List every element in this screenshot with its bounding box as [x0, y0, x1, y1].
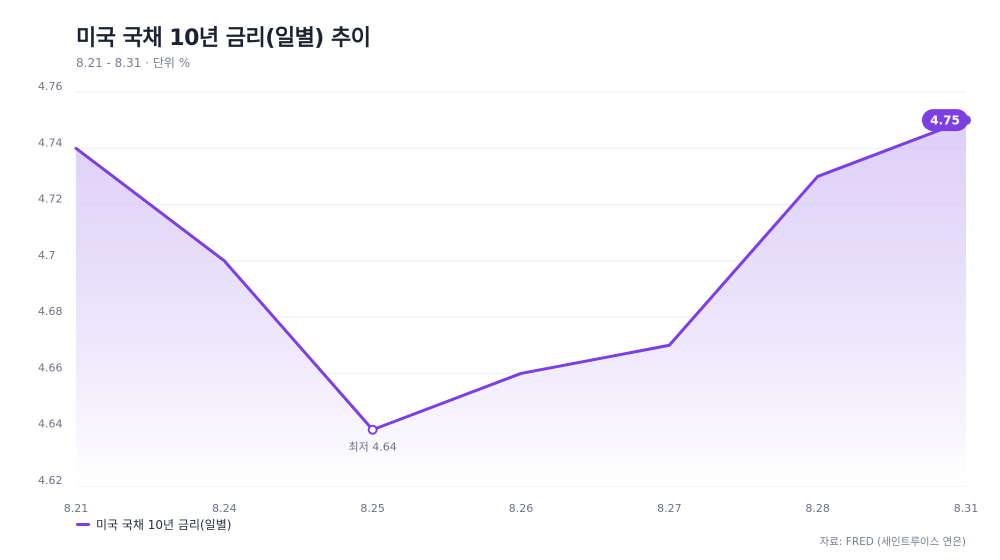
y-tick-label: 4.7 — [38, 249, 56, 262]
area-layer — [76, 120, 966, 487]
min-point-marker — [367, 424, 378, 435]
chart-title: 미국 국채 10년 금리(일별) 추이 — [76, 26, 371, 51]
y-tick-label: 4.66 — [38, 361, 63, 374]
last-value-badge-label: 4.75 — [930, 114, 960, 128]
x-tick-label: 8.21 — [64, 502, 89, 515]
y-tick-label: 4.68 — [38, 305, 63, 318]
label-layer: 4.62 4.64 4.66 4.68 4.7 4.72 4.74 4.76 8.21 8.24 8… — [38, 80, 978, 515]
x-tick-label: 8.31 — [954, 502, 979, 515]
x-tick-label: 8.27 — [657, 502, 682, 515]
y-tick-label: 4.76 — [38, 80, 63, 93]
y-tick-label: 4.62 — [38, 474, 63, 487]
legend: 미국 국채 10년 금리(일별) — [76, 516, 231, 533]
legend-label: 미국 국채 10년 금리(일별) — [96, 518, 232, 532]
source-note: 자료: FRED (세인트루이스 연은) — [819, 536, 966, 548]
series-line — [74, 118, 968, 432]
x-tick-label: 8.25 — [360, 502, 385, 515]
x-tick-label: 8.26 — [509, 502, 534, 515]
min-value-label: 최저 4.64 — [349, 441, 397, 454]
chart-subtitle: 8.21 - 8.31 · 단위 % — [76, 56, 191, 70]
legend-swatch — [76, 523, 90, 526]
y-tick-label: 4.72 — [38, 193, 63, 206]
series-area — [76, 120, 966, 487]
x-tick-label: 8.28 — [805, 502, 830, 515]
last-value-badge — [922, 109, 968, 132]
y-tick-label: 4.64 — [38, 418, 63, 431]
line-layer — [74, 115, 971, 435]
x-tick-label: 8.24 — [212, 502, 237, 515]
y-tick-label: 4.74 — [38, 136, 63, 149]
